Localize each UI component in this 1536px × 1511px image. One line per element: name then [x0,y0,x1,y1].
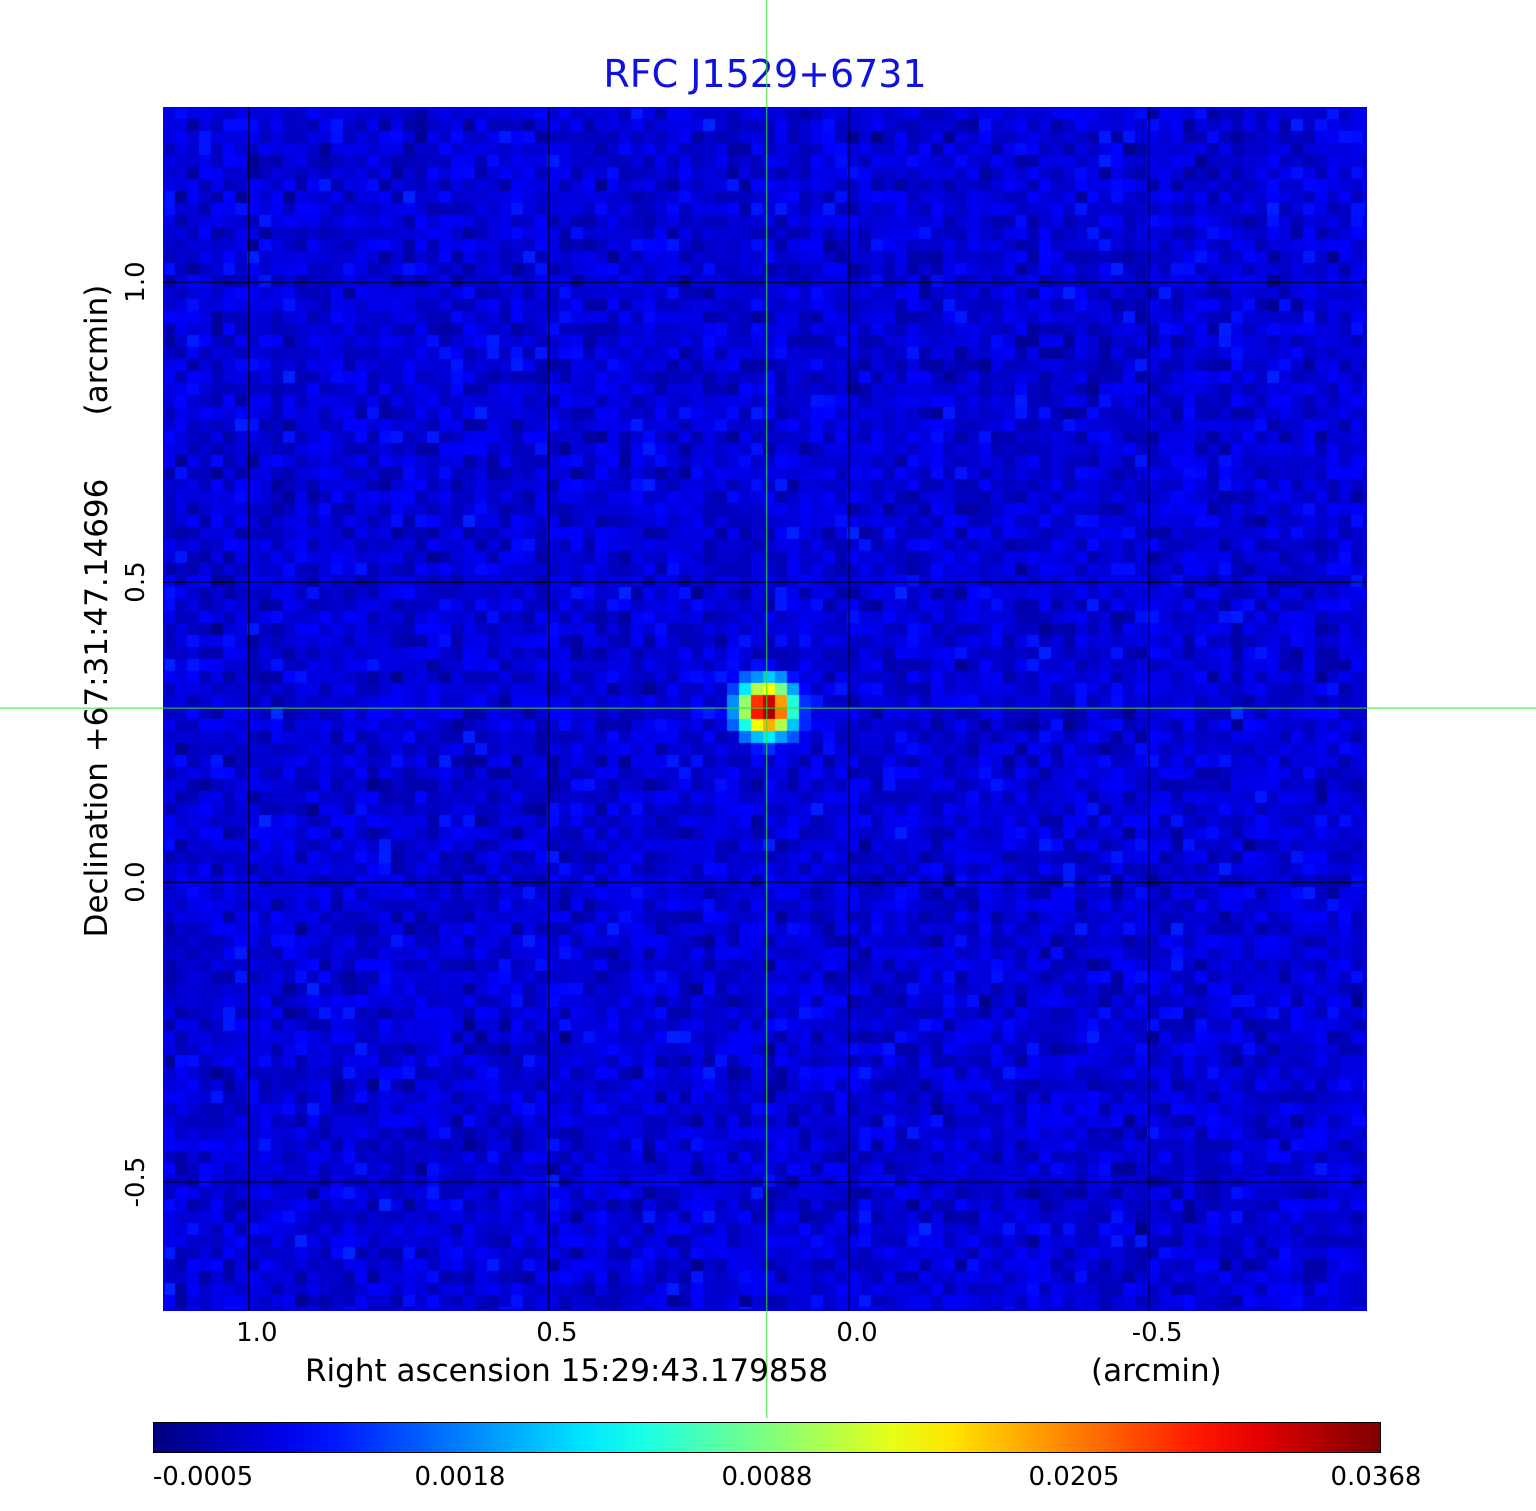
y-tick-label: -0.5 [121,1156,151,1208]
colorbar-tick-label: 0.0368 [1330,1462,1422,1492]
plot-frame [163,107,1367,1311]
radio-intensity-map [163,107,1367,1311]
y-axis-label: Declination +67:31:47.14696 [79,478,115,938]
colorbar-tick-label: 0.0205 [1028,1462,1120,1492]
colorbar-tick-label: -0.0005 [152,1462,254,1492]
x-axis-label: Right ascension 15:29:43.179858 [305,1353,829,1389]
x-tick-label: -0.5 [1131,1318,1183,1348]
y-tick-label: 0.5 [121,561,151,603]
y-tick-label: 0.0 [121,861,151,903]
x-tick-label: 1.0 [236,1318,278,1348]
x-tick-label: 0.0 [836,1318,878,1348]
x-axis-unit: (arcmin) [1091,1353,1222,1389]
colorbar-tick-label: 0.0018 [414,1462,506,1492]
x-tick-label: 0.5 [536,1318,578,1348]
colorbar-tick-label: 0.0088 [721,1462,813,1492]
y-axis-unit: (arcmin) [79,284,115,416]
chart-title: RFC J1529+6731 [603,52,927,96]
colorbar [153,1422,1381,1453]
y-tick-label: 1.0 [121,261,151,303]
